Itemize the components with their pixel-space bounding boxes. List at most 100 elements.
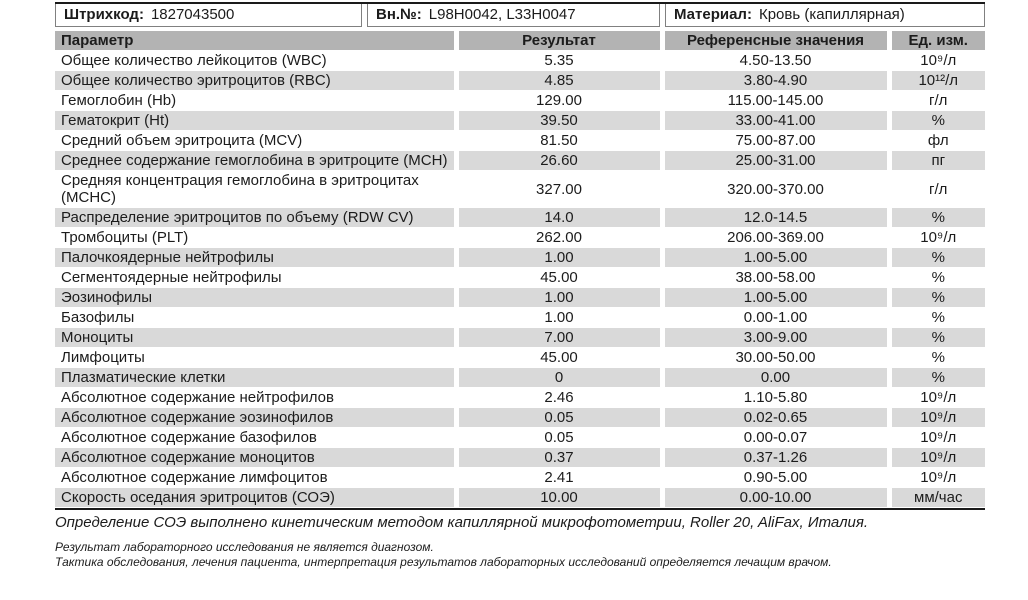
result-row: Гематокрит (Ht) 39.50 33.00-41.00 % <box>55 110 985 131</box>
internal-number-value: L98H0042, L33H0047 <box>428 6 576 23</box>
reference-range-cell: 75.00-87.00 <box>659 130 889 151</box>
reference-range-cell: 1.00-5.00 <box>659 247 889 268</box>
result-cell: 7.00 <box>453 327 662 348</box>
barcode-label: Штрихкод: <box>64 6 144 23</box>
unit-cell: фл <box>886 130 985 151</box>
column-header-result: Результат <box>453 31 662 51</box>
result-cell: 1.00 <box>453 287 662 308</box>
unit-cell: % <box>886 327 985 348</box>
parameter-cell: Среднее содержание гемоглобина в эритроц… <box>61 152 448 169</box>
unit-cell: % <box>886 110 985 131</box>
unit-cell: г/л <box>886 90 985 111</box>
specimen-info-bar: Штрихкод: 1827043500 Вн.№: L98H0042, L33H0… <box>55 2 985 27</box>
reference-range-cell: 0.90-5.00 <box>659 467 889 488</box>
result-cell: 129.00 <box>453 90 662 111</box>
parameter-cell: Распределение эритроцитов по объему (RDW… <box>61 209 414 226</box>
header-row: Параметр Результат Референсные значения … <box>55 31 985 51</box>
lab-report-document: Штрихкод: 1827043500 Вн.№: L98H0042, L33H0… <box>55 2 985 570</box>
parameter-cell: Средний объем эритроцита (MCV) <box>61 132 303 149</box>
result-cell: 4.85 <box>453 70 662 91</box>
unit-cell: 10¹²/л <box>886 70 985 91</box>
result-row: Скорость оседания эритроцитов (СОЭ) 10.0… <box>55 487 985 508</box>
internal-number-label: Вн.№: <box>376 6 422 23</box>
parameter-cell: Гемоглобин (Hb) <box>61 92 177 109</box>
result-row: Общее количество лейкоцитов (WBC) 5.35 4… <box>55 50 985 71</box>
parameter-cell: Палочкоядерные нейтрофилы <box>61 249 274 266</box>
result-cell: 327.00 <box>453 170 662 208</box>
parameter-cell: Абсолютное содержание моноцитов <box>61 449 315 466</box>
parameter-cell: Эозинофилы <box>61 289 153 306</box>
reference-range-cell: 30.00-50.00 <box>659 347 889 368</box>
reference-range-cell: 320.00-370.00 <box>659 170 889 208</box>
result-row: Базофилы 1.00 0.00-1.00 % <box>55 307 985 328</box>
result-cell: 10.00 <box>453 487 662 508</box>
unit-cell: % <box>886 307 985 328</box>
result-cell: 1.00 <box>453 307 662 328</box>
result-row: Гемоглобин (Hb) 129.00 115.00-145.00 г/л <box>55 90 985 111</box>
barcode-cell: Штрихкод: 1827043500 <box>55 4 362 27</box>
parameter-cell: Скорость оседания эритроцитов (СОЭ) <box>61 489 335 506</box>
unit-cell: мм/час <box>886 487 985 508</box>
result-cell: 5.35 <box>453 50 662 71</box>
material-cell: Материал: Кровь (капиллярная) <box>665 4 985 27</box>
unit-cell: 10⁹/л <box>886 50 985 71</box>
result-row: Абсолютное содержание базофилов 0.05 0.0… <box>55 427 985 448</box>
reference-range-cell: 0.37-1.26 <box>659 447 889 468</box>
result-cell: 0 <box>453 367 662 388</box>
unit-cell: 10⁹/л <box>886 387 985 408</box>
result-cell: 262.00 <box>453 227 662 248</box>
column-header-units: Ед. изм. <box>886 31 985 51</box>
result-cell: 0.05 <box>453 427 662 448</box>
result-row: Эозинофилы 1.00 1.00-5.00 % <box>55 287 985 308</box>
result-cell: 1.00 <box>453 247 662 268</box>
unit-cell: 10⁹/л <box>886 427 985 448</box>
unit-cell: 10⁹/л <box>886 467 985 488</box>
reference-range-cell: 12.0-14.5 <box>659 207 889 228</box>
parameter-cell: Лимфоциты <box>61 349 145 366</box>
disclaimer-line-1: Результат лабораторного исследования не … <box>55 540 434 554</box>
reference-range-cell: 3.00-9.00 <box>659 327 889 348</box>
unit-cell: 10⁹/л <box>886 447 985 468</box>
reference-range-cell: 0.00-10.00 <box>659 487 889 508</box>
unit-cell: % <box>886 287 985 308</box>
parameter-cell: Гематокрит (Ht) <box>61 112 170 129</box>
soe-method-note: Определение СОЭ выполнено кинетическим м… <box>55 514 869 531</box>
result-row: Моноциты 7.00 3.00-9.00 % <box>55 327 985 348</box>
reference-range-cell: 1.10-5.80 <box>659 387 889 408</box>
disclaimer-line-2: Тактика обследования, лечения пациента, … <box>55 555 832 569</box>
unit-cell: 10⁹/л <box>886 227 985 248</box>
result-row: Абсолютное содержание моноцитов 0.37 0.3… <box>55 447 985 468</box>
result-cell: 39.50 <box>453 110 662 131</box>
result-cell: 0.37 <box>453 447 662 468</box>
result-row: Палочкоядерные нейтрофилы 1.00 1.00-5.00… <box>55 247 985 268</box>
unit-cell: пг <box>886 150 985 171</box>
barcode-value: 1827043500 <box>150 6 235 23</box>
disclaimer-notes: Результат лабораторного исследования не … <box>55 540 985 570</box>
unit-cell: % <box>886 367 985 388</box>
parameter-cell: Абсолютное содержание эозинофилов <box>61 409 334 426</box>
table-bottom-rule <box>55 508 985 510</box>
reference-range-cell: 0.02-0.65 <box>659 407 889 428</box>
parameter-cell: Общее количество лейкоцитов (WBC) <box>61 52 327 69</box>
reference-range-cell: 0.00 <box>659 367 889 388</box>
unit-cell: 10⁹/л <box>886 407 985 428</box>
results-table-header: Параметр Результат Референсные значения … <box>55 31 985 51</box>
parameter-cell: Плазматические клетки <box>61 369 226 386</box>
column-header-parameter: Параметр <box>55 31 456 51</box>
result-row: Средний объем эритроцита (MCV) 81.50 75.… <box>55 130 985 151</box>
parameter-cell: Абсолютное содержание базофилов <box>61 429 317 446</box>
reference-range-cell: 4.50-13.50 <box>659 50 889 71</box>
result-row: Абсолютное содержание эозинофилов 0.05 0… <box>55 407 985 428</box>
material-value: Кровь (капиллярная) <box>758 6 905 23</box>
result-cell: 0.05 <box>453 407 662 428</box>
unit-cell: г/л <box>886 170 985 208</box>
reference-range-cell: 1.00-5.00 <box>659 287 889 308</box>
result-row: Плазматические клетки 0 0.00 % <box>55 367 985 388</box>
result-row: Тромбоциты (PLT) 262.00 206.00-369.00 10… <box>55 227 985 248</box>
result-cell: 45.00 <box>453 267 662 288</box>
result-cell: 2.46 <box>453 387 662 408</box>
result-row: Распределение эритроцитов по объему (RDW… <box>55 207 985 228</box>
reference-range-cell: 3.80-4.90 <box>659 70 889 91</box>
result-row: Общее количество эритроцитов (RBC) 4.85 … <box>55 70 985 91</box>
reference-range-cell: 206.00-369.00 <box>659 227 889 248</box>
